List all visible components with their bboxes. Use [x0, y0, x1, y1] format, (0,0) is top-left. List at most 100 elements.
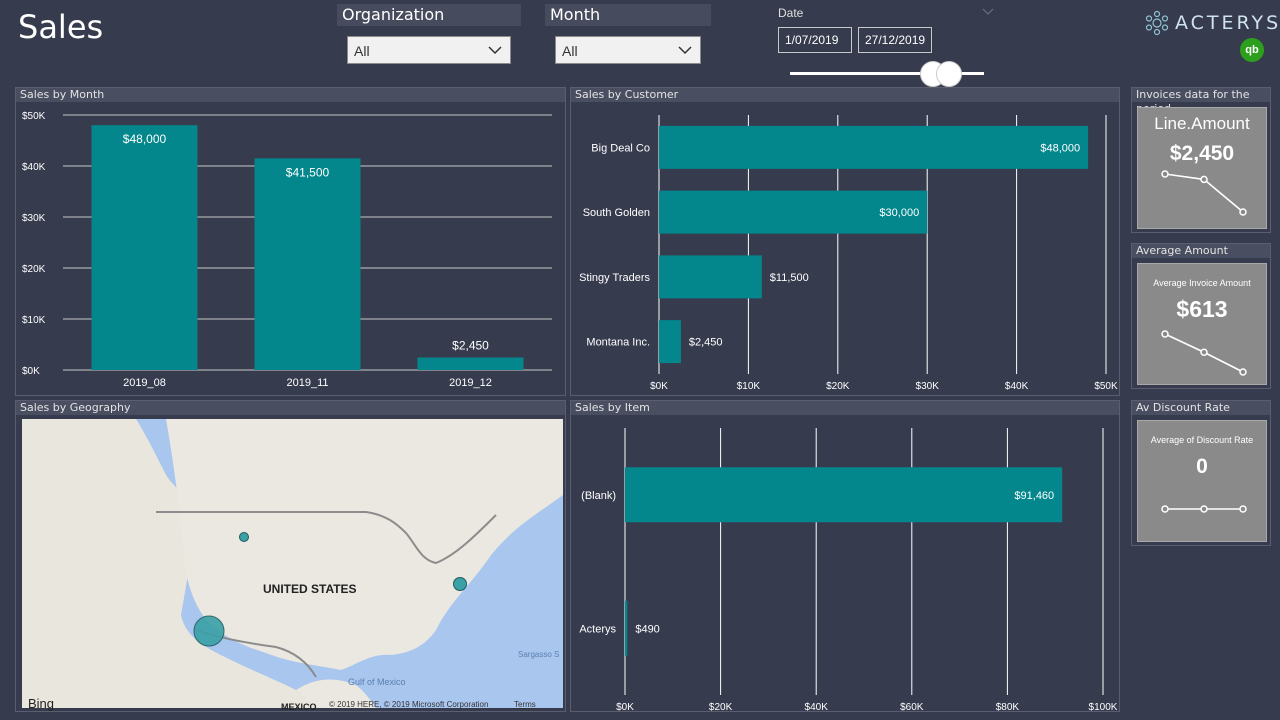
- panel-title: Sales by Item: [571, 401, 1119, 415]
- x-tick-label: $10K: [737, 381, 761, 392]
- bar: [91, 125, 198, 370]
- map-copyright: © 2019 HERE, © 2019 Microsoft Corporatio…: [329, 700, 488, 709]
- y-tick-label: $0K: [22, 366, 40, 377]
- av-discount-rate-panel: Av Discount Rate Average of Discount Rat…: [1131, 400, 1271, 546]
- data-label: $91,460: [1014, 490, 1054, 502]
- map-usa-land: [166, 419, 563, 670]
- category-label: Stingy Traders: [579, 272, 650, 284]
- sales-by-geography-panel: Sales by Geography UNITED STATES Sargass…: [15, 400, 566, 712]
- map-mexico-land: [296, 679, 376, 708]
- sales-by-customer-chart: $0K $10K $20K $30K $40K $50K Big Deal Co $48,00…: [579, 115, 1118, 392]
- map-gulf-label: Gulf of Mexico: [348, 677, 406, 687]
- x-tick-label: $40K: [1005, 381, 1029, 392]
- x-tick-label: $20K: [826, 381, 850, 392]
- x-tick-label: $0K: [616, 702, 634, 711]
- data-label: $48,000: [123, 132, 167, 146]
- sales-by-item-chart: $0K $20K $40K $60K $80K $100K (Blank) $91,460 Ac…: [579, 428, 1118, 711]
- bar: [659, 125, 1089, 169]
- panel-title: Av Discount Rate: [1132, 401, 1270, 415]
- panel-title: Sales by Geography: [16, 401, 565, 415]
- panel-title: Sales by Customer: [571, 88, 1119, 102]
- discount-rate-card: Average of Discount Rate 0: [1137, 420, 1267, 542]
- sales-by-item-panel: Sales by Item $0K $20K $40K $60K $80K $100K (B…: [570, 400, 1120, 712]
- bing-logo: Bing: [28, 696, 54, 711]
- date-slider-track[interactable]: [790, 72, 984, 75]
- chevron-down-icon: [488, 46, 502, 55]
- sparkline-point: [1161, 330, 1169, 338]
- y-tick-label: $10K: [22, 315, 46, 326]
- map-bubble[interactable]: [453, 577, 467, 591]
- bar: [417, 357, 524, 370]
- map-terms-link[interactable]: Terms: [514, 700, 536, 709]
- line-amount-card: Line.Amount $2,450: [1137, 107, 1267, 229]
- sparkline-chart: [1161, 505, 1247, 513]
- sales-by-month-panel: Sales by Month $0K $10K $20K $30K $40K $50K $4…: [15, 87, 566, 396]
- acterys-logo-icon: [1145, 10, 1169, 36]
- card-label: Line.Amount: [1154, 114, 1250, 133]
- panel-title: Invoices data for the period: [1132, 88, 1270, 115]
- x-tick-label: 2019_12: [449, 377, 492, 389]
- map-bubble[interactable]: [193, 615, 225, 647]
- acterys-logo-text: ACTERYS: [1175, 12, 1280, 34]
- data-label: $490: [635, 623, 659, 635]
- x-tick-label: $100K: [1089, 702, 1118, 711]
- data-label: $11,500: [770, 272, 809, 284]
- x-tick-label: $0K: [650, 381, 668, 392]
- date-start-input[interactable]: 1/07/2019: [778, 27, 852, 53]
- bar: [659, 320, 681, 364]
- chevron-down-icon: [678, 46, 692, 55]
- date-slider-end-handle[interactable]: [936, 61, 962, 87]
- sparkline-point: [1161, 170, 1169, 178]
- category-label: (Blank): [581, 490, 616, 502]
- card-label: Average of Discount Rate: [1150, 435, 1254, 445]
- sales-by-customer-panel: Sales by Customer $0K $10K $20K $30K $40K $50…: [570, 87, 1120, 396]
- card-value: 0: [1196, 455, 1208, 478]
- sparkline-point: [1239, 368, 1247, 376]
- bar: [659, 190, 928, 234]
- map-bubble[interactable]: [239, 532, 249, 542]
- month-dropdown[interactable]: All: [555, 36, 701, 64]
- x-tick-label: 2019_11: [286, 377, 328, 389]
- data-label: $2,450: [452, 339, 489, 353]
- y-tick-label: $50K: [22, 111, 46, 122]
- organization-dropdown[interactable]: All: [347, 36, 511, 64]
- card-value: $2,450: [1169, 142, 1235, 165]
- month-slicer-label: Month: [545, 4, 711, 26]
- card-label: Average Invoice Amount: [1153, 278, 1251, 288]
- month-value: All: [562, 43, 578, 59]
- category-label: South Golden: [583, 207, 650, 219]
- card-value: $613: [1176, 296, 1228, 322]
- quickbooks-icon: qb: [1240, 38, 1264, 62]
- bar: [625, 600, 628, 656]
- sparkline-point: [1161, 505, 1169, 513]
- sales-map[interactable]: UNITED STATES Sargasso S Gulf of Mexico …: [16, 415, 565, 711]
- bar: [625, 467, 1063, 523]
- y-tick-label: $20K: [22, 264, 46, 275]
- panel-title: Average Amount: [1132, 244, 1270, 258]
- map-sargasso-label: Sargasso S: [518, 650, 559, 659]
- map-pacific-coast-land: [22, 419, 316, 708]
- average-amount-panel: Average Amount Average Invoice Amount $6…: [1131, 243, 1271, 389]
- x-tick-label: $40K: [805, 702, 829, 711]
- x-tick-label: $30K: [916, 381, 940, 392]
- chevron-down-icon[interactable]: [982, 8, 994, 16]
- category-label: Acterys: [579, 623, 616, 635]
- sparkline-point: [1239, 208, 1247, 216]
- data-label: $48,000: [1040, 142, 1080, 154]
- average-invoice-card: Average Invoice Amount $613: [1137, 263, 1267, 385]
- bar: [659, 255, 762, 299]
- map-canada-border: [156, 511, 497, 565]
- category-label: Montana Inc.: [586, 337, 650, 349]
- date-slicer-label: Date: [778, 6, 804, 20]
- sparkline-point: [1200, 348, 1208, 356]
- sparkline-point: [1239, 505, 1247, 513]
- y-tick-label: $30K: [22, 213, 46, 224]
- data-label: $41,500: [286, 165, 330, 179]
- x-tick-label: $80K: [996, 702, 1020, 711]
- invoices-panel: Invoices data for the period Line.Amount…: [1131, 87, 1271, 233]
- map-mexico-label: MEXICO: [281, 702, 317, 711]
- page-title: Sales: [18, 8, 104, 46]
- x-tick-label: 2019_08: [123, 377, 166, 389]
- date-end-input[interactable]: 27/12/2019: [858, 27, 932, 53]
- category-label: Big Deal Co: [591, 142, 650, 154]
